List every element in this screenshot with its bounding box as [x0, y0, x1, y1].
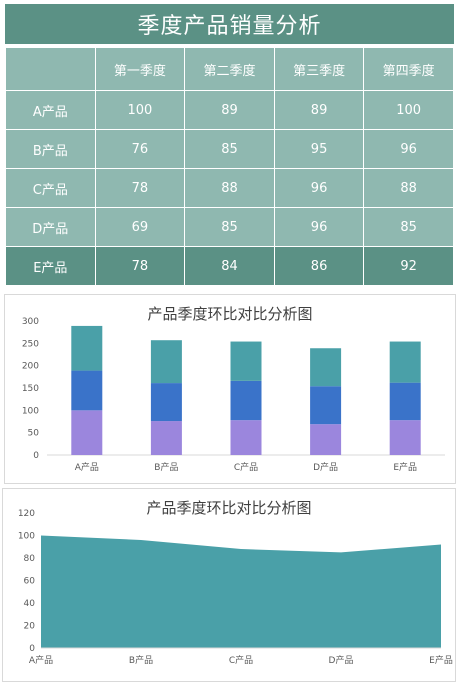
bar-segment-s1: [230, 420, 262, 455]
y-tick-label: 20: [24, 622, 36, 632]
table-cell: 78: [94, 246, 186, 286]
chart-title: 产品季度环比对比分析图: [146, 499, 312, 517]
row-label: E产品: [5, 246, 96, 286]
x-tick-label: A产品: [29, 654, 53, 666]
bar-segment-s2: [230, 380, 262, 421]
x-tick-label: A产品: [75, 461, 99, 473]
y-tick-label: 300: [22, 317, 39, 327]
x-tick-label: C产品: [229, 654, 253, 666]
table-cell: 69: [94, 207, 186, 247]
table-cell: 76: [94, 129, 186, 169]
y-tick-label: 50: [28, 429, 40, 439]
row-label: B产品: [5, 129, 96, 169]
x-tick-label: B产品: [154, 461, 178, 473]
bar-segment-s3: [71, 325, 103, 371]
table-row: E产品 78 84 86 92: [5, 246, 454, 286]
header-q2: 第二季度: [184, 45, 275, 91]
sales-table: 第一季度 第二季度 第三季度 第四季度 A产品 100 89 89 100 B产…: [5, 45, 454, 286]
bar-segment-s3: [230, 341, 262, 381]
bar-chart-svg: 0 50 100 150 200 250 300 A产品 B产品 C产品 D产品 E产品: [22, 317, 445, 473]
area-series: [41, 535, 441, 648]
table-header-row: 第一季度 第二季度 第三季度 第四季度: [5, 45, 454, 91]
header-q1: 第一季度: [94, 45, 186, 91]
bar-segment-s1: [150, 421, 182, 455]
y-tick-label: 100: [22, 406, 39, 416]
row-label: A产品: [5, 90, 96, 130]
table-cell: 92: [363, 246, 454, 286]
bar-segment-s3: [310, 348, 342, 387]
bar-segment-s1: [389, 420, 421, 455]
table-cell: 88: [363, 168, 454, 208]
table-cell: 85: [363, 207, 454, 247]
row-label: D产品: [5, 207, 96, 247]
bar-segment-s1: [310, 424, 342, 455]
y-tick-label: 200: [22, 362, 39, 372]
bar-segment-s1: [71, 410, 103, 455]
header-corner: [5, 45, 96, 91]
table-cell: 85: [184, 129, 275, 169]
table-cell: 89: [184, 90, 275, 130]
table-cell: 85: [184, 207, 275, 247]
y-tick-label: 40: [24, 599, 36, 609]
bar-segment-s3: [150, 340, 182, 384]
table-cell: 86: [273, 246, 365, 286]
y-tick-label: 150: [22, 384, 39, 394]
area-chart-svg: 0 20 40 60 80 100 120 A产品 B产品 C产品 D产品 E产品: [18, 509, 453, 666]
header-q4: 第四季度: [363, 45, 454, 91]
table-cell: 100: [363, 90, 454, 130]
table-cell: 95: [273, 129, 365, 169]
chart-title: 产品季度环比对比分析图: [147, 305, 313, 323]
table-cell: 78: [94, 168, 186, 208]
y-tick-label: 0: [33, 451, 39, 461]
row-label: C产品: [5, 168, 96, 208]
x-tick-label: D产品: [329, 654, 354, 666]
table-cell: 88: [184, 168, 275, 208]
table-cell: 100: [94, 90, 186, 130]
table-cell: 84: [184, 246, 275, 286]
bar-segment-s3: [389, 341, 421, 383]
area-chart: 产品季度环比对比分析图 0 20 40 60 80 100 120 A产品 B产品 C产品 D产品 E…: [2, 488, 456, 682]
stacked-bar-chart: 产品季度环比对比分析图 0 50 100 150 200 250 300 A产品 B产品 C产品 D…: [4, 294, 456, 484]
bar-segment-s2: [71, 370, 103, 411]
x-tick-label: C产品: [234, 461, 258, 473]
y-tick-label: 100: [18, 532, 35, 542]
table-cell: 89: [273, 90, 365, 130]
y-tick-label: 80: [24, 554, 36, 564]
header-q3: 第三季度: [273, 45, 365, 91]
x-tick-label: B产品: [129, 654, 153, 666]
page-title: 季度产品销量分析: [5, 4, 454, 44]
x-tick-label: E产品: [429, 654, 453, 666]
y-tick-label: 0: [29, 644, 35, 654]
bar-segment-s2: [389, 382, 421, 421]
y-tick-label: 120: [18, 509, 35, 519]
bar-segment-s2: [150, 383, 182, 422]
y-tick-label: 250: [22, 339, 39, 349]
table-cell: 96: [363, 129, 454, 169]
y-tick-label: 60: [24, 577, 36, 587]
x-tick-label: E产品: [393, 461, 417, 473]
table-row: D产品 69 85 96 85: [5, 207, 454, 247]
table-row: A产品 100 89 89 100: [5, 90, 454, 130]
table-cell: 96: [273, 168, 365, 208]
table-cell: 96: [273, 207, 365, 247]
table-row: B产品 76 85 95 96: [5, 129, 454, 169]
bar-segment-s2: [310, 386, 342, 425]
table-row: C产品 78 88 96 88: [5, 168, 454, 208]
x-tick-label: D产品: [313, 461, 338, 473]
